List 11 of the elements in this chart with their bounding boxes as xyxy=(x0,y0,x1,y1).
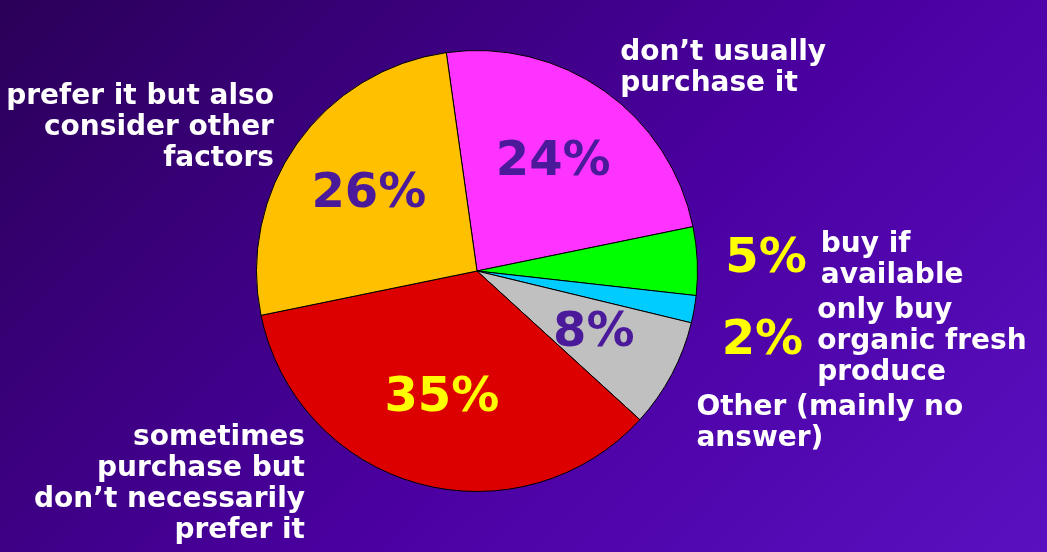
data-label: 24% xyxy=(495,130,611,187)
data-label: 5% xyxy=(725,227,807,284)
data-label: 26% xyxy=(311,162,427,219)
data-label: 2% xyxy=(721,308,804,365)
slice-label: sometimes purchase but don’t necessarily prefer it xyxy=(34,418,306,545)
data-label: 8% xyxy=(553,300,635,357)
slice-label: Other (mainly no answer) xyxy=(696,388,964,453)
slice-label: only buy organic fresh produce xyxy=(817,291,1027,387)
slice-label: prefer it but also consider other factors xyxy=(6,78,275,174)
data-label: 35% xyxy=(384,366,500,423)
slice-label: don’t usually purchase it xyxy=(620,33,827,98)
